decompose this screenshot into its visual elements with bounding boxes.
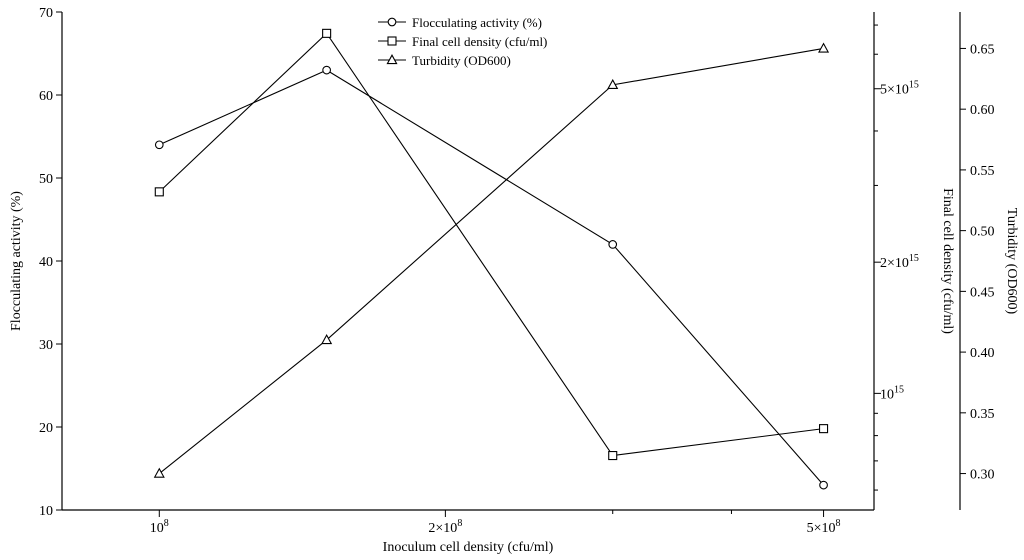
series-triangle xyxy=(153,42,830,478)
right-axis-1-tick-label: 1015 xyxy=(880,384,904,402)
data-point-circle xyxy=(819,480,828,490)
legend-marker-square xyxy=(387,36,397,46)
legend-marker-circle xyxy=(387,17,397,27)
right-axis-2-tick-label: 0.40 xyxy=(970,346,995,361)
legend-label: Turbidity (OD600) xyxy=(412,53,511,68)
data-point-triangle xyxy=(321,334,333,345)
right-axis-1-title: Final cell density (cfu/ml) xyxy=(940,188,955,334)
left-axis-tick-label: 70 xyxy=(39,6,53,21)
data-point-circle xyxy=(322,65,331,75)
legend-marker-triangle xyxy=(386,54,398,65)
right-axis-2-tick-label: 0.45 xyxy=(970,285,995,300)
axes: 10 20 30 40 50 60 70 Flocculating activity (%) 1… xyxy=(9,6,1019,555)
series-square xyxy=(154,28,829,461)
legend: Flocculating activity (%) Final cell dens… xyxy=(378,15,547,68)
right-axis-2-title: Turbidity (OD600) xyxy=(1004,208,1019,315)
right-axis-2-tick-label: 0.50 xyxy=(970,225,995,240)
left-axis-tick-label: 50 xyxy=(39,172,53,187)
data-point-square xyxy=(608,450,618,461)
right-axis-2-tick-label: 0.35 xyxy=(970,407,995,422)
legend-item-circle: Flocculating activity (%) xyxy=(378,15,542,30)
series-circle xyxy=(154,65,828,490)
left-axis-tick-label: 20 xyxy=(39,421,53,436)
data-point-triangle xyxy=(818,42,830,53)
left-axis-tick-label: 60 xyxy=(39,89,53,104)
series-line-triangle xyxy=(158,47,824,474)
left-axis-title: Flocculating activity (%) xyxy=(9,191,24,331)
legend-label: Flocculating activity (%) xyxy=(412,15,542,30)
right-axis-2-tick-label: 0.30 xyxy=(970,468,995,483)
legend-item-square: Final cell density (cfu/ml) xyxy=(378,34,547,49)
data-point-square xyxy=(819,424,829,434)
x-axis-tick-label: 108 xyxy=(150,518,169,536)
right-axis-2-tick-label: 0.60 xyxy=(970,103,995,118)
series-line-circle xyxy=(159,69,824,486)
x-axis-tick-label: 5×108 xyxy=(807,518,841,536)
left-axis-tick-label: 10 xyxy=(39,504,53,519)
left-axis-tick-label: 30 xyxy=(39,338,53,353)
data-point-triangle xyxy=(607,78,619,90)
right-axis-1-tick-label: 2×1015 xyxy=(880,253,919,271)
x-axis-title: Inoculum cell density (cfu/ml) xyxy=(383,540,554,555)
data-point-circle xyxy=(154,140,164,150)
data-point-circle xyxy=(608,240,618,249)
legend-label: Final cell density (cfu/ml) xyxy=(412,34,547,49)
data-point-triangle xyxy=(153,467,165,478)
data-point-square xyxy=(154,187,164,197)
legend-item-triangle: Turbidity (OD600) xyxy=(378,53,511,68)
right-axis-2-tick-label: 0.55 xyxy=(970,164,995,179)
right-axis-2-tick-label: 0.65 xyxy=(970,42,995,57)
right-axis-1-tick-label: 5×1015 xyxy=(880,80,919,98)
series-layer xyxy=(153,28,830,490)
series-line-square xyxy=(158,32,824,457)
data-point-square xyxy=(322,28,332,38)
x-axis-tick-label: 2×108 xyxy=(428,518,462,536)
left-axis-tick-label: 40 xyxy=(39,255,53,270)
